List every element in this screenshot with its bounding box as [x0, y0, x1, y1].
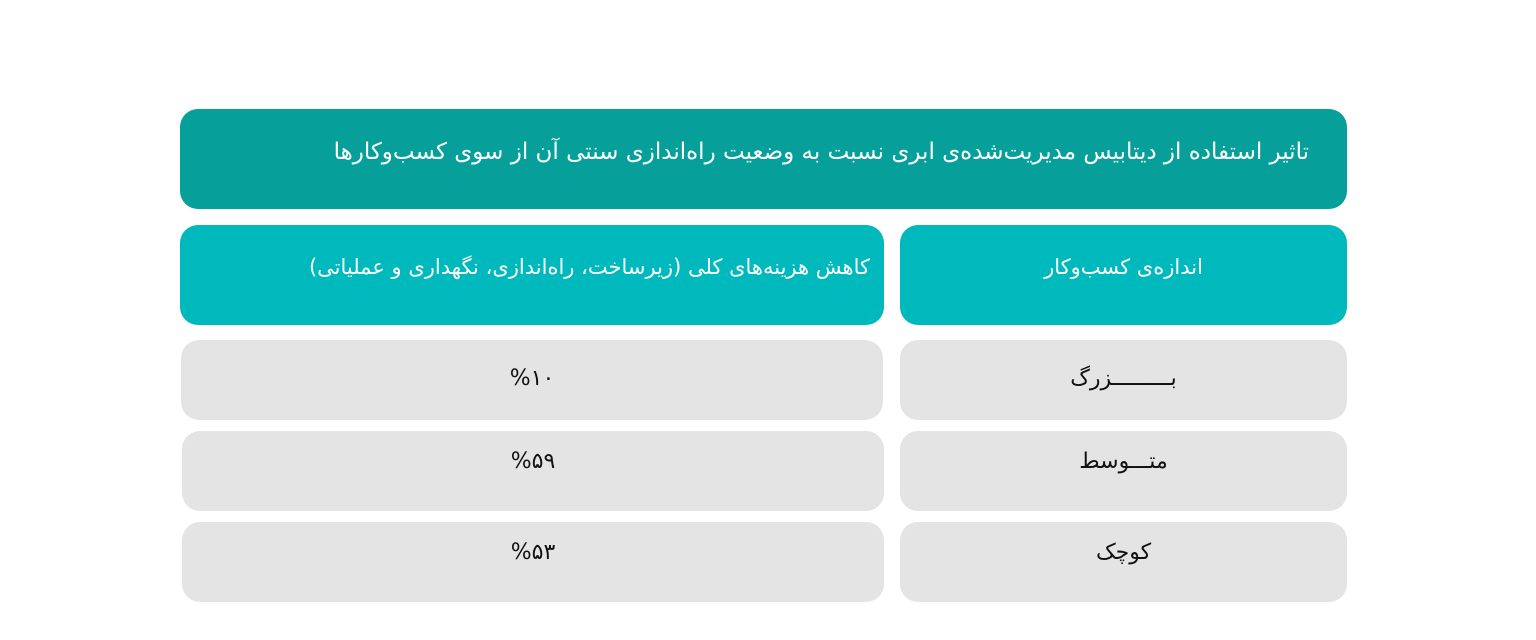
table-title: تاثیر استفاده از دیتابیس مدیریت‌شده‌ی اب… — [180, 109, 1347, 209]
row-reduction-cell: %۵۹ — [182, 431, 884, 511]
row-size-cell: بـــــــــزرگ — [900, 340, 1347, 420]
row-size-cell: متـــوسط — [900, 431, 1347, 511]
row-reduction-cell: %۱۰ — [181, 340, 883, 420]
row-size-cell: کوچک — [900, 522, 1347, 602]
row-reduction-cell: %۵۳ — [182, 522, 884, 602]
column-header-business-size: اندازه‌ی کسب‌وکار — [900, 225, 1347, 325]
column-header-cost-reduction: کاهش هزینه‌های کلی (زیرساخت، راه‌اندازی،… — [180, 225, 884, 325]
